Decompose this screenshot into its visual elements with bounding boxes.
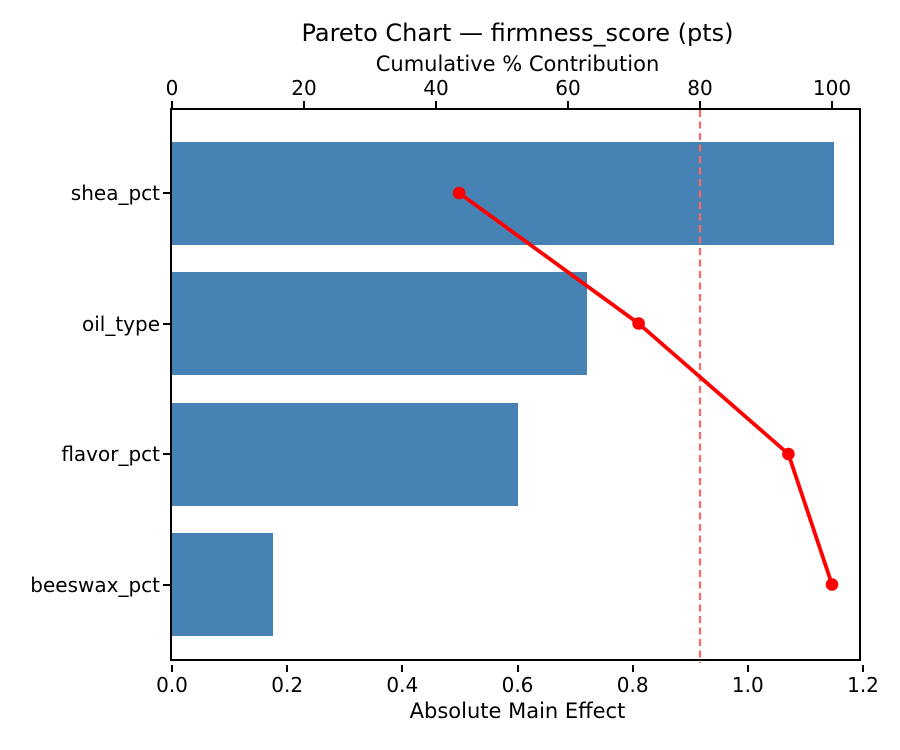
y-axis-category-label: oil_type bbox=[81, 311, 160, 336]
bottom-axis-label: Absolute Main Effect bbox=[409, 699, 626, 723]
top-axis-tick bbox=[699, 101, 701, 108]
bottom-axis-tick bbox=[746, 665, 749, 672]
bottom-axis-tick-label: 0.2 bbox=[271, 673, 304, 697]
top-axis-tick-label: 100 bbox=[812, 76, 852, 100]
bar-flavor_pct bbox=[172, 402, 518, 506]
bar-shea_pct bbox=[172, 141, 835, 245]
bottom-axis-tick bbox=[631, 665, 634, 672]
left-axis-tick bbox=[163, 583, 170, 586]
bottom-axis-tick-label: 1.0 bbox=[731, 673, 764, 697]
left-axis-tick bbox=[163, 192, 170, 194]
y-axis-category-label: flavor_pct bbox=[61, 442, 160, 466]
bottom-axis-tick-label: 0.8 bbox=[616, 673, 649, 697]
bottom-axis-tick-label: 0.4 bbox=[386, 673, 419, 697]
top-axis-tick bbox=[435, 101, 437, 108]
bottom-axis-tick bbox=[401, 665, 404, 672]
y-axis-category-label: beeswax_pct bbox=[30, 572, 160, 597]
bottom-axis-tick bbox=[862, 665, 864, 672]
plot-area bbox=[170, 108, 861, 661]
bottom-axis-tick-label: 1.2 bbox=[847, 673, 879, 697]
top-axis-tick bbox=[831, 101, 833, 108]
top-axis-tick-label: 0 bbox=[165, 76, 179, 100]
bottom-axis-tick bbox=[171, 665, 173, 672]
top-axis-tick bbox=[171, 101, 173, 108]
top-axis-tick-label: 20 bbox=[291, 76, 317, 100]
bottom-axis-tick bbox=[286, 665, 289, 672]
bars-layer bbox=[172, 110, 863, 663]
top-axis-tick bbox=[303, 101, 305, 108]
chart-title: Pareto Chart — firmness_score (pts) bbox=[301, 19, 734, 47]
top-axis-tick-label: 60 bbox=[555, 76, 581, 100]
top-axis-tick-label: 80 bbox=[687, 76, 713, 100]
bar-oil_type bbox=[172, 272, 587, 375]
top-axis-label: Cumulative % Contribution bbox=[375, 52, 660, 76]
left-axis-tick bbox=[163, 453, 170, 455]
bar-beeswax_pct bbox=[172, 533, 273, 636]
bottom-axis-tick-label: 0.0 bbox=[156, 673, 188, 697]
y-axis-category-label: shea_pct bbox=[70, 181, 160, 205]
top-axis-tick-label: 40 bbox=[423, 76, 449, 100]
bottom-axis-tick bbox=[516, 665, 519, 672]
top-axis-tick bbox=[567, 101, 569, 108]
bottom-axis-tick-label: 0.6 bbox=[501, 673, 534, 697]
left-axis-tick bbox=[163, 322, 170, 325]
